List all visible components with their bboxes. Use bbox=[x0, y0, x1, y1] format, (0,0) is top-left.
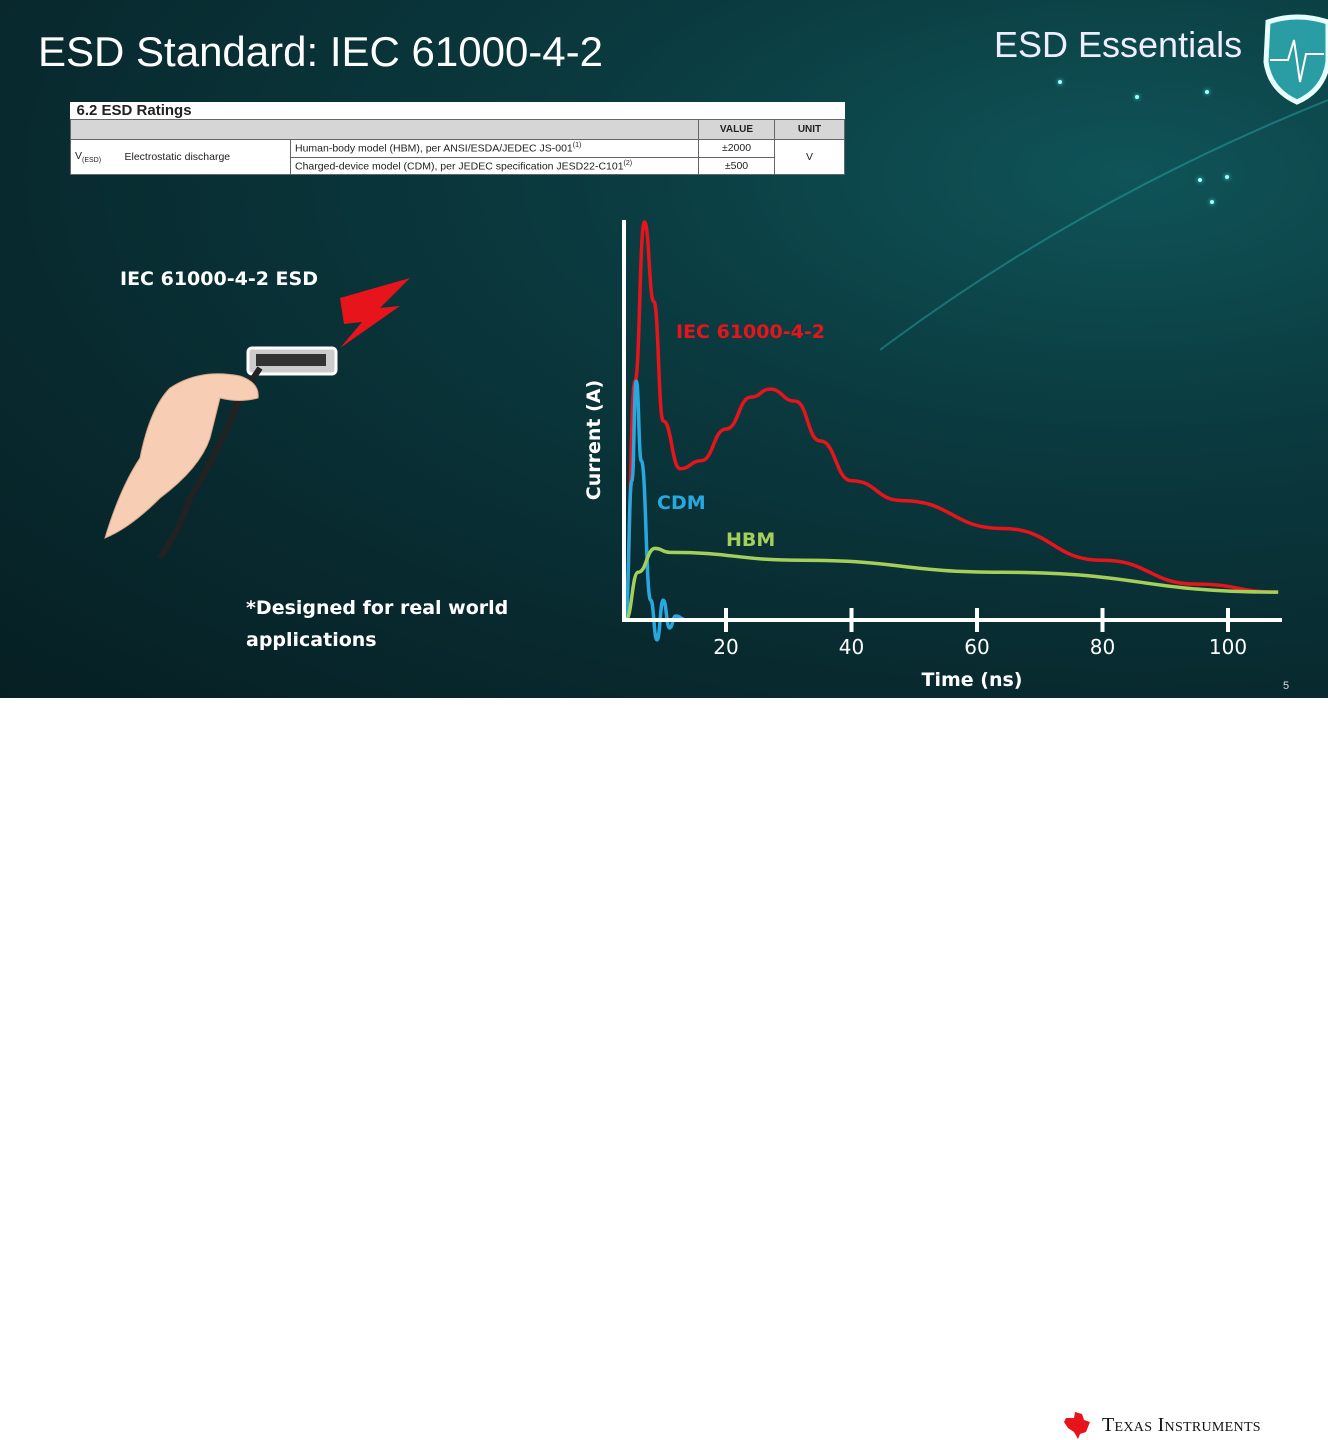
header-blank bbox=[70, 119, 699, 140]
slide-title: ESD Standard: IEC 61000-4-2 bbox=[38, 28, 603, 75]
x-tick-label: 100 bbox=[1209, 635, 1247, 659]
symbol-cell: V(ESD) bbox=[70, 139, 121, 175]
x-tick-label: 60 bbox=[964, 635, 989, 659]
slide: ESD Standard: IEC 61000-4-2 ESD Essentia… bbox=[0, 0, 1328, 698]
series-line-cdm bbox=[623, 379, 687, 642]
unit-cell: V bbox=[774, 139, 845, 175]
hbm-condition: Human-body model (HBM), per ANSI/ESDA/JE… bbox=[290, 139, 699, 158]
star bbox=[1058, 80, 1062, 84]
page-number: 5 bbox=[1283, 680, 1290, 692]
light-streak bbox=[880, 99, 1328, 351]
footnote: *Designed for real world applications bbox=[246, 597, 509, 651]
lightning-bolt-icon bbox=[340, 278, 410, 348]
y-axis-label: Current (A) bbox=[583, 380, 605, 500]
x-tick-label: 20 bbox=[713, 635, 738, 659]
brand-title: ESD Essentials bbox=[994, 24, 1243, 65]
star bbox=[1198, 178, 1202, 182]
iec-heading: IEC 61000-4-2 ESD bbox=[120, 268, 318, 290]
series-label-hbm: HBM bbox=[726, 529, 775, 551]
esd-waveform-chart: 20 40 60 80 100 Current (A) Time (ns) IEC 61… bbox=[583, 220, 1282, 691]
series-line-hbm bbox=[623, 546, 1279, 622]
star bbox=[1205, 90, 1209, 94]
company-name: Texas Instruments bbox=[1102, 1413, 1261, 1436]
table-caption: 6.2 ESD Ratings bbox=[76, 102, 192, 119]
hbm-value: ±2000 bbox=[698, 139, 775, 158]
x-tick-label: 80 bbox=[1090, 635, 1115, 659]
footer: Texas Instruments bbox=[0, 698, 1328, 1439]
star bbox=[1135, 95, 1139, 99]
header-unit: UNIT bbox=[774, 119, 845, 140]
star bbox=[1210, 200, 1214, 204]
series-line-iec-61000-4-2 bbox=[623, 220, 1279, 602]
parameter-cell: Electrostatic discharge bbox=[120, 139, 291, 175]
shield-logo-icon bbox=[1263, 14, 1328, 105]
esd-ratings-table: 6.2 ESD Ratings VALUE UNIT V(ESD) Electr… bbox=[70, 102, 845, 175]
series-label-iec: IEC 61000-4-2 bbox=[676, 321, 825, 343]
ti-logo-icon bbox=[1064, 1412, 1090, 1439]
ti-logo: Texas Instruments bbox=[1062, 1410, 1261, 1440]
x-tick-label: 40 bbox=[839, 635, 864, 659]
cdm-condition: Charged-device model (CDM), per JEDEC sp… bbox=[290, 156, 699, 175]
header-value: VALUE bbox=[698, 119, 775, 140]
x-axis-label: Time (ns) bbox=[922, 669, 1023, 691]
star bbox=[1225, 175, 1229, 179]
cdm-value: ±500 bbox=[698, 156, 775, 175]
hand-holding-connector-illustration bbox=[104, 278, 410, 560]
series-label-cdm: CDM bbox=[657, 492, 706, 514]
